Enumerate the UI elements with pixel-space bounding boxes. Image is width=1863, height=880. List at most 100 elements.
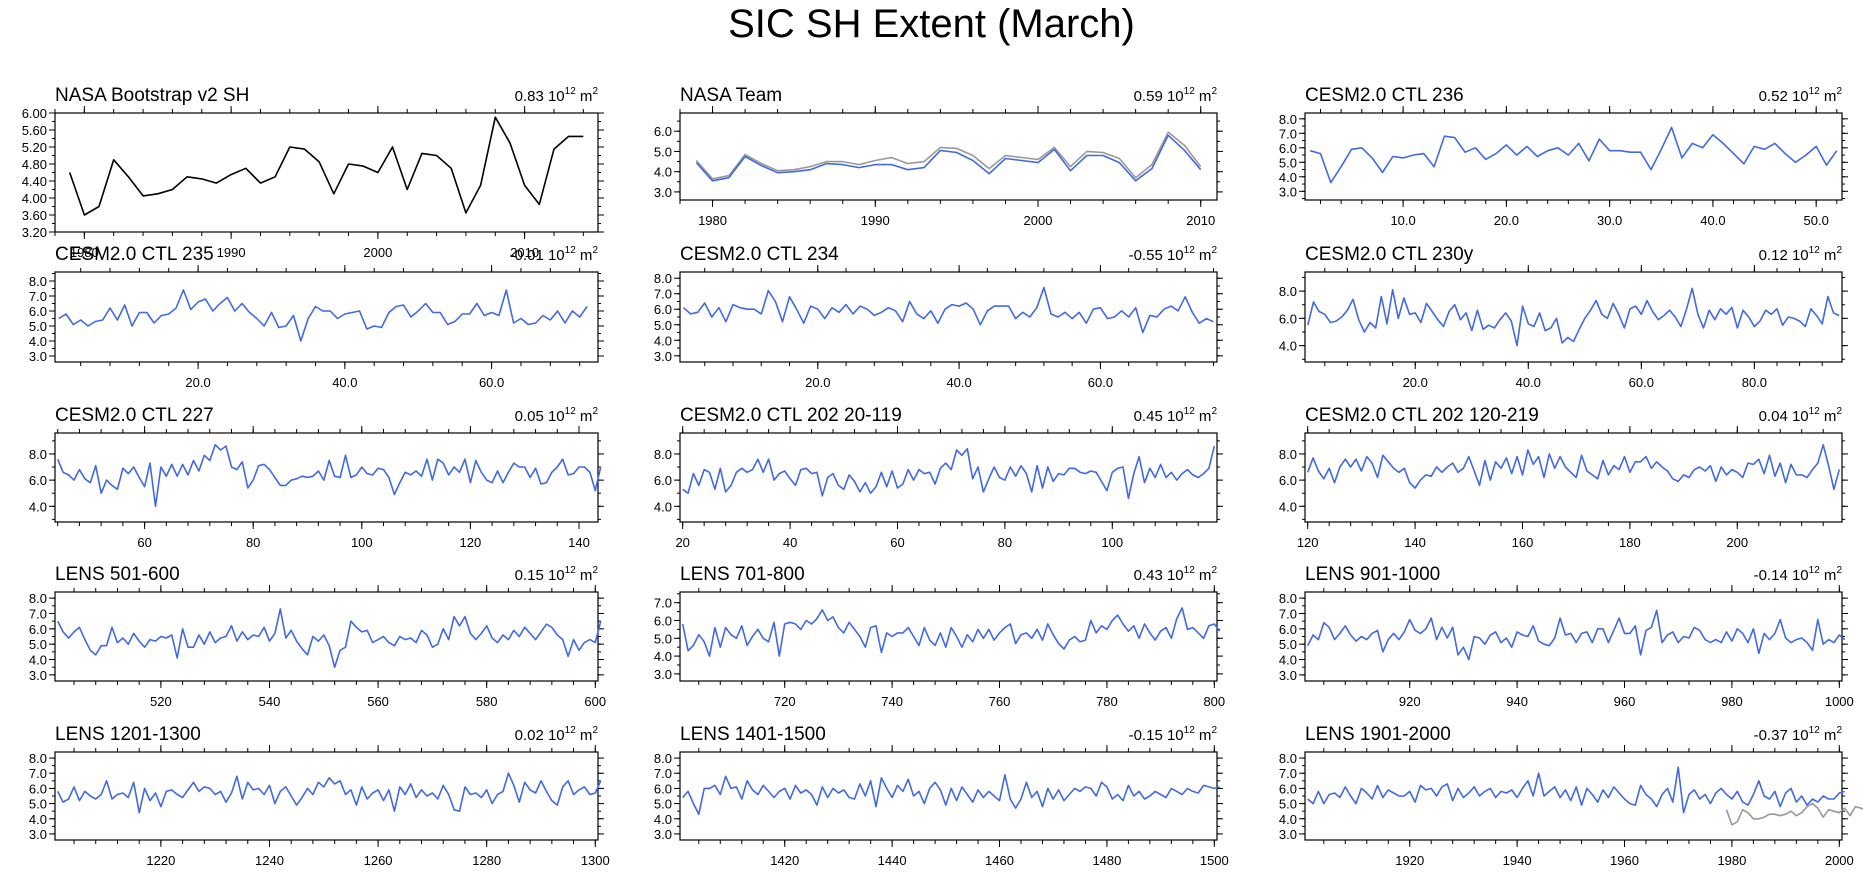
y-tick-label: 3.0 bbox=[654, 349, 672, 364]
x-tick-label: 20.0 bbox=[805, 375, 830, 390]
x-tick-label: 2000 bbox=[363, 245, 392, 260]
x-tick-label: 80 bbox=[998, 535, 1012, 550]
y-tick-label: 4.80 bbox=[22, 157, 47, 172]
y-tick-label: 4.0 bbox=[1279, 499, 1297, 514]
plot-frame bbox=[54, 432, 599, 523]
chart-panel-6: CESM2.0 CTL 230y 0.12 1012 m2 4.0 6.0 8.0 20.… bbox=[1279, 244, 1848, 390]
y-tick-label: 8.0 bbox=[654, 447, 672, 462]
panel-title: CESM2.0 CTL 230y bbox=[1305, 244, 1474, 265]
y-tick-label: 4.00 bbox=[22, 191, 47, 206]
y-tick-label: 4.0 bbox=[29, 812, 47, 827]
trend-label: 0.15 1012 m2 bbox=[515, 565, 599, 584]
y-tick-label: 5.0 bbox=[29, 637, 47, 652]
x-tick-label: 560 bbox=[367, 694, 389, 709]
y-tick-label: 7.0 bbox=[1279, 766, 1297, 781]
x-tick-label: 1420 bbox=[770, 853, 799, 868]
series-line bbox=[695, 131, 1202, 180]
x-tick-label: 120 bbox=[1297, 535, 1319, 550]
x-tick-label: 600 bbox=[584, 694, 606, 709]
x-tick-label: 20 bbox=[675, 535, 689, 550]
x-tick-label: 1480 bbox=[1092, 853, 1121, 868]
y-tick-label: 5.0 bbox=[654, 631, 672, 646]
x-tick-label: 2010 bbox=[510, 245, 539, 260]
x-tick-label: 180 bbox=[1619, 535, 1641, 550]
trend-label: 0.52 1012 m2 bbox=[1759, 86, 1843, 105]
x-tick-label: 140 bbox=[568, 535, 590, 550]
x-tick-label: 920 bbox=[1399, 694, 1421, 709]
series-line bbox=[1725, 802, 1863, 826]
x-tick-label: 1980 bbox=[1717, 853, 1746, 868]
y-tick-label: 3.0 bbox=[29, 827, 47, 842]
x-tick-label: 30.0 bbox=[1597, 213, 1622, 228]
panel-title: LENS 1901-2000 bbox=[1305, 724, 1451, 745]
y-tick-label: 4.0 bbox=[1279, 812, 1297, 827]
y-tick-label: 5.0 bbox=[654, 318, 672, 333]
y-tick-label: 4.0 bbox=[29, 653, 47, 668]
chart-panel-4: CESM2.0 CTL 235 -0.01 1012 m2 3.04.05.06.0… bbox=[29, 244, 604, 390]
x-tick-label: 1000 bbox=[1825, 694, 1854, 709]
y-tick-label: 6.00 bbox=[22, 106, 47, 121]
x-tick-label: 1280 bbox=[472, 853, 501, 868]
y-tick-label: 5.0 bbox=[1279, 637, 1297, 652]
y-tick-label: 8.0 bbox=[1279, 284, 1297, 299]
panel-title: LENS 701-800 bbox=[680, 564, 805, 585]
series-line bbox=[56, 772, 602, 814]
y-tick-label: 6.0 bbox=[29, 473, 47, 488]
y-tick-label: 5.0 bbox=[654, 797, 672, 812]
y-tick-label: 6.0 bbox=[654, 302, 672, 317]
x-tick-label: 100 bbox=[1101, 535, 1123, 550]
y-tick-label: 7.0 bbox=[1279, 606, 1297, 621]
x-tick-label: 1920 bbox=[1395, 853, 1424, 868]
x-tick-label: 2010 bbox=[1186, 213, 1215, 228]
trend-label: -0.55 1012 m2 bbox=[1129, 245, 1218, 264]
y-tick-label: 5.60 bbox=[22, 123, 47, 138]
series-line bbox=[1306, 443, 1841, 491]
x-tick-label: 40.0 bbox=[332, 375, 357, 390]
y-tick-label: 5.0 bbox=[654, 144, 672, 159]
trend-label: -0.14 1012 m2 bbox=[1754, 565, 1843, 584]
trend-label: 0.05 1012 m2 bbox=[515, 406, 599, 425]
series-line bbox=[56, 608, 602, 669]
x-tick-label: 140 bbox=[1404, 535, 1426, 550]
x-tick-label: 20.0 bbox=[1494, 213, 1519, 228]
y-tick-label: 8.0 bbox=[1279, 112, 1297, 127]
y-tick-label: 6.0 bbox=[29, 781, 47, 796]
y-tick-label: 5.20 bbox=[22, 140, 47, 155]
y-tick-label: 4.0 bbox=[654, 812, 672, 827]
x-tick-label: 200 bbox=[1726, 535, 1748, 550]
y-tick-label: 7.0 bbox=[654, 596, 672, 611]
trend-label: 0.12 1012 m2 bbox=[1759, 245, 1843, 264]
x-tick-label: 60.0 bbox=[1088, 375, 1113, 390]
x-tick-label: 540 bbox=[259, 694, 281, 709]
chart-panel-15: LENS 1901-2000 -0.37 1012 m2 3.04.05.06.07… bbox=[1279, 724, 1863, 868]
panel-title: CESM2.0 CTL 227 bbox=[55, 405, 214, 426]
y-tick-label: 7.0 bbox=[29, 606, 47, 621]
panel-title: LENS 901-1000 bbox=[1305, 564, 1440, 585]
trend-label: 0.45 1012 m2 bbox=[1134, 406, 1218, 425]
y-tick-label: 6.0 bbox=[1279, 622, 1297, 637]
plot-frame bbox=[1304, 751, 1843, 841]
y-tick-label: 3.0 bbox=[654, 185, 672, 200]
y-tick-label: 3.0 bbox=[1279, 184, 1297, 199]
trend-label: 0.02 1012 m2 bbox=[515, 725, 599, 744]
series-line bbox=[1309, 126, 1838, 184]
x-tick-label: 2000 bbox=[1825, 853, 1854, 868]
y-tick-label: 4.0 bbox=[654, 333, 672, 348]
y-tick-label: 8.0 bbox=[654, 271, 672, 286]
y-tick-label: 3.0 bbox=[1279, 668, 1297, 683]
trend-label: 0.43 1012 m2 bbox=[1134, 565, 1218, 584]
panel-title: CESM2.0 CTL 234 bbox=[680, 244, 839, 265]
series-line bbox=[1307, 766, 1845, 814]
y-tick-label: 7.0 bbox=[1279, 126, 1297, 141]
y-tick-label: 6.0 bbox=[654, 473, 672, 488]
plot-frame bbox=[1304, 432, 1843, 523]
chart-panel-7: CESM2.0 CTL 227 0.05 1012 m2 4.0 6.0 8.0 60 80… bbox=[29, 405, 604, 550]
x-tick-label: 50.0 bbox=[1804, 213, 1829, 228]
x-tick-label: 1260 bbox=[364, 853, 393, 868]
y-tick-label: 8.0 bbox=[1279, 447, 1297, 462]
x-tick-label: 1500 bbox=[1200, 853, 1229, 868]
x-tick-label: 1960 bbox=[1610, 853, 1639, 868]
x-tick-label: 160 bbox=[1512, 535, 1534, 550]
y-tick-label: 4.0 bbox=[1279, 653, 1297, 668]
chart-panel-13: LENS 1201-1300 0.02 1012 m2 3.04.05.06.07.… bbox=[29, 724, 610, 868]
